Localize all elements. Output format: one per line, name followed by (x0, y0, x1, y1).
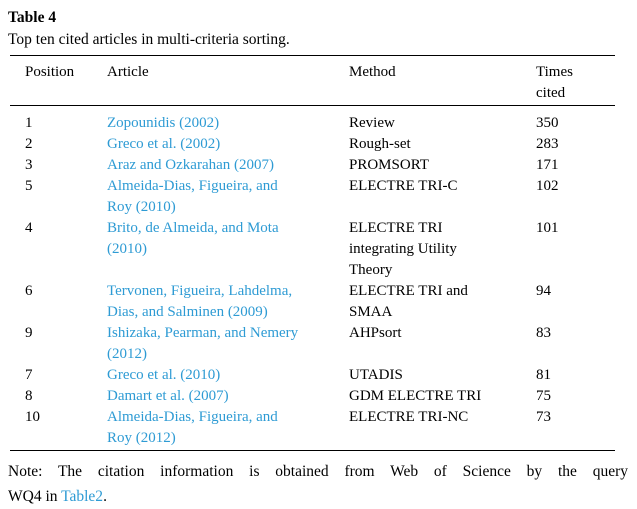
article-link[interactable]: Greco et al. (2002) (107, 136, 221, 152)
table-row: 8 Damart et al. (2007) GDM ELECTRE TRI 7… (10, 386, 615, 407)
times-cited-cell: 73 (536, 409, 551, 425)
times-cited-cell: 102 (536, 178, 559, 194)
method-cell: ELECTRE TRI and SMAA (349, 283, 468, 320)
position-cell: 8 (25, 388, 33, 404)
table-row: 2 Greco et al. (2002) Rough-set 283 (10, 134, 615, 155)
column-header-position: Position (10, 55, 107, 106)
article-link[interactable]: Almeida-Dias, Figueira, and Roy (2010) (107, 178, 278, 215)
table-row: 9 Ishizaka, Pearman, and Nemery (2012) A… (10, 323, 615, 365)
table-header: Position Article Method Times cited (10, 55, 615, 106)
position-cell: 4 (25, 220, 33, 236)
note-text-suffix: . (103, 488, 107, 505)
article-cell: Greco et al. (2010) (107, 365, 349, 386)
article-cell: Tervonen, Figueira, Lahdelma, Dias, and … (107, 281, 349, 323)
table-note: Note: The citation information is obtain… (8, 451, 628, 509)
times-cited-cell: 81 (536, 367, 551, 383)
position-cell: 2 (25, 136, 33, 152)
column-header-article: Article (107, 55, 349, 106)
table-row: 7 Greco et al. (2010) UTADIS 81 (10, 365, 615, 386)
article-link[interactable]: Araz and Ozkarahan (2007) (107, 157, 274, 173)
times-cited-cell: 83 (536, 325, 551, 341)
note-text-line2: WQ4 in Table2. (8, 484, 628, 509)
table-caption: Top ten cited articles in multi-criteria… (8, 31, 290, 48)
position-cell: 7 (25, 367, 33, 383)
position-cell: 3 (25, 157, 33, 173)
article-link[interactable]: Damart et al. (2007) (107, 388, 229, 404)
article-cell: Araz and Ozkarahan (2007) (107, 155, 349, 176)
position-cell: 9 (25, 325, 33, 341)
table-row: 3 Araz and Ozkarahan (2007) PROMSORT 171 (10, 155, 615, 176)
times-cited-cell: 283 (536, 136, 559, 152)
table-row: 5 Almeida-Dias, Figueira, and Roy (2010)… (10, 176, 615, 218)
article-link[interactable]: Brito, de Almeida, and Mota (2010) (107, 220, 279, 257)
article-cell: Greco et al. (2002) (107, 134, 349, 155)
method-cell: UTADIS (349, 367, 403, 383)
position-cell: 6 (25, 283, 33, 299)
column-header-method: Method (349, 55, 536, 106)
times-cited-cell: 171 (536, 157, 559, 173)
column-header-times-cited: Times cited (536, 55, 615, 106)
article-cell: Damart et al. (2007) (107, 386, 349, 407)
note-table-link[interactable]: Table2 (61, 488, 104, 505)
article-cell: Almeida-Dias, Figueira, and Roy (2012) (107, 407, 349, 451)
table-body: 1 Zopounidis (2002) Review 350 2 Greco e… (10, 106, 615, 451)
table-row: 4 Brito, de Almeida, and Mota (2010) ELE… (10, 218, 615, 281)
article-link[interactable]: Ishizaka, Pearman, and Nemery (2012) (107, 325, 299, 362)
article-link[interactable]: Tervonen, Figueira, Lahdelma, Dias, and … (107, 283, 293, 320)
article-cell: Zopounidis (2002) (107, 106, 349, 135)
table-label: Table 4 (8, 9, 57, 26)
method-cell: Rough-set (349, 136, 411, 152)
times-cited-cell: 101 (536, 220, 559, 236)
table-row: 1 Zopounidis (2002) Review 350 (10, 106, 615, 135)
note-text-prefix: WQ4 in (8, 488, 62, 505)
method-cell: ELECTRE TRI-NC (349, 409, 469, 425)
position-cell: 1 (25, 115, 33, 131)
method-cell: ELECTRE TRI-C (349, 178, 458, 194)
article-link[interactable]: Greco et al. (2010) (107, 367, 221, 383)
position-cell: 10 (25, 409, 40, 425)
method-cell: PROMSORT (349, 157, 429, 173)
method-cell: ELECTRE TRI integrating Utility Theory (349, 220, 457, 278)
method-cell: GDM ELECTRE TRI (349, 388, 482, 404)
article-cell: Brito, de Almeida, and Mota (2010) (107, 218, 349, 281)
article-link[interactable]: Zopounidis (2002) (107, 115, 220, 131)
times-cited-cell: 94 (536, 283, 551, 299)
article-cell: Ishizaka, Pearman, and Nemery (2012) (107, 323, 349, 365)
times-cited-cell: 75 (536, 388, 551, 404)
citation-table: Position Article Method Times cited 1 Zo… (10, 55, 615, 451)
method-cell: Review (349, 115, 395, 131)
position-cell: 5 (25, 178, 33, 194)
note-text-line1: Note: The citation information is obtain… (8, 463, 628, 480)
times-cited-cell: 350 (536, 115, 559, 131)
header-row: Position Article Method Times cited (10, 55, 615, 106)
table-row: 6 Tervonen, Figueira, Lahdelma, Dias, an… (10, 281, 615, 323)
article-cell: Almeida-Dias, Figueira, and Roy (2010) (107, 176, 349, 218)
table-row: 10 Almeida-Dias, Figueira, and Roy (2012… (10, 407, 615, 451)
article-link[interactable]: Almeida-Dias, Figueira, and Roy (2012) (107, 409, 278, 446)
method-cell: AHPsort (349, 325, 402, 341)
